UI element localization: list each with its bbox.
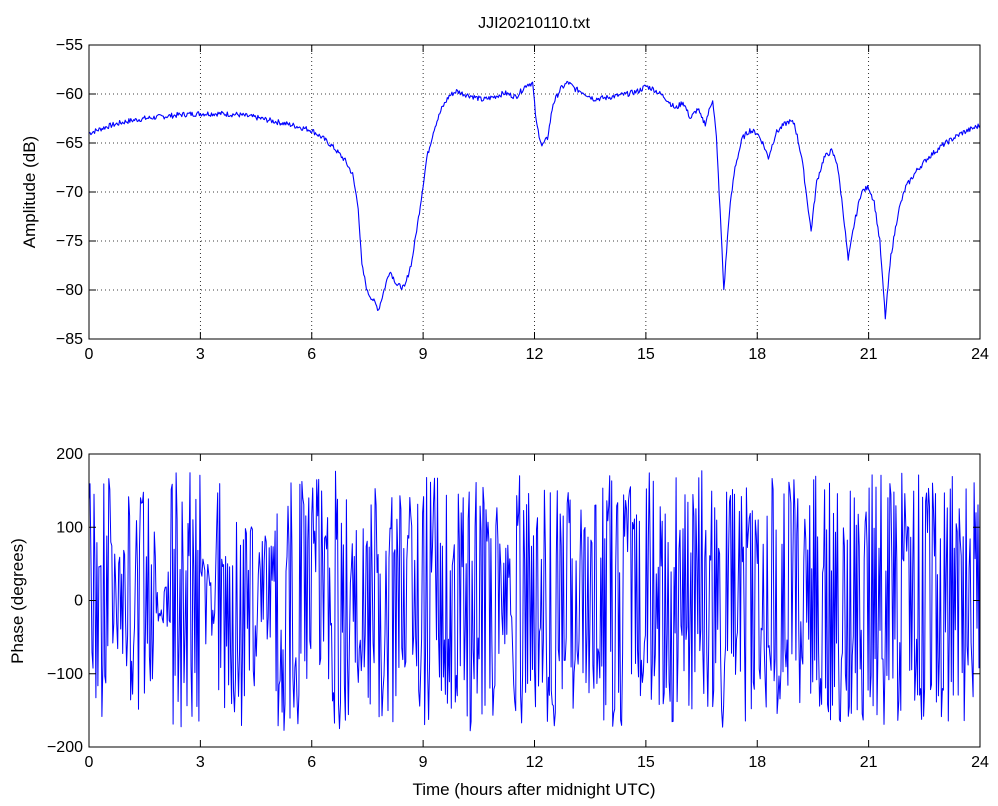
amplitude-x-tick-label: 21: [860, 346, 878, 363]
phase-x-tick-label: 0: [85, 754, 94, 771]
phase-ticks: 0 3 6 9 12 15 18 21 24 −200 −100 0 100 200: [47, 446, 989, 771]
phase-plot-area: [89, 454, 980, 747]
amplitude-y-tick-label: −85: [56, 331, 83, 348]
amplitude-y-tick-label: −65: [56, 135, 83, 152]
phase-x-tick-label: 12: [526, 754, 544, 771]
phase-y-tick-label: 0: [74, 593, 83, 610]
amplitude-y-tick-label: −55: [56, 37, 83, 54]
amplitude-y-tick-label: −60: [56, 86, 83, 103]
phase-x-tick-label: 6: [307, 754, 316, 771]
phase-y-tick-label: −200: [47, 739, 83, 756]
phase-x-tick-label: 21: [860, 754, 878, 771]
amplitude-x-tick-label: 3: [196, 346, 205, 363]
amplitude-y-tick-label: −70: [56, 184, 83, 201]
amplitude-series-line: [88, 80, 981, 320]
amplitude-grid: [89, 45, 980, 339]
phase-y-tick-label: 100: [56, 519, 83, 536]
phase-series-line: [88, 470, 981, 732]
amplitude-panel: 0 3 6 9 12 15 18 21 24 −85 −80 −75 −70 −65 −60 −55 JJI2…: [20, 15, 989, 363]
phase-x-tick-label: 15: [637, 754, 655, 771]
amplitude-x-tick-label: 18: [748, 346, 766, 363]
amplitude-y-tick-label: −80: [56, 282, 83, 299]
phase-y-tick-label: −100: [47, 666, 83, 683]
amplitude-ticks: 0 3 6 9 12 15 18 21 24 −85 −80 −75 −70 −65 −60 −55: [56, 37, 989, 363]
phase-x-axis-label: Time (hours after midnight UTC): [412, 780, 655, 799]
phase-y-axis-label: Phase (degrees): [8, 538, 27, 664]
amplitude-y-axis-label: Amplitude (dB): [20, 136, 39, 248]
amplitude-x-tick-label: 6: [307, 346, 316, 363]
phase-panel: 0 3 6 9 12 15 18 21 24 −200 −100 0 100 200 Time (hour…: [8, 446, 989, 799]
phase-x-tick-label: 9: [419, 754, 428, 771]
phase-x-tick-label: 3: [196, 754, 205, 771]
amplitude-x-tick-label: 24: [971, 346, 989, 363]
amplitude-x-tick-label: 15: [637, 346, 655, 363]
phase-x-tick-label: 24: [971, 754, 989, 771]
amplitude-x-tick-label: 9: [419, 346, 428, 363]
amplitude-y-tick-label: −75: [56, 233, 83, 250]
amplitude-chart-title: JJI20210110.txt: [478, 15, 590, 32]
phase-x-tick-label: 18: [748, 754, 766, 771]
phase-y-tick-label: 200: [56, 446, 83, 463]
amplitude-x-tick-label: 0: [85, 346, 94, 363]
amplitude-x-tick-label: 12: [526, 346, 544, 363]
